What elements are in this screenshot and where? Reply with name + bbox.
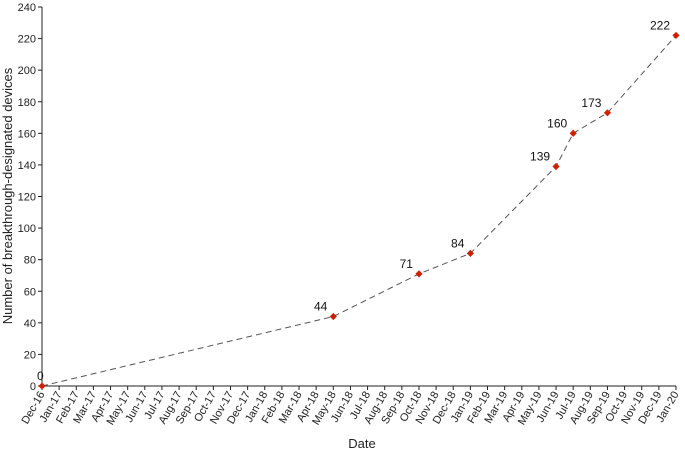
data-label: 173 (581, 96, 601, 110)
data-label: 160 (547, 116, 567, 130)
data-label: 44 (314, 300, 328, 314)
data-label: 139 (530, 149, 550, 163)
data-label: 71 (400, 257, 414, 271)
y-tick-label: 180 (18, 97, 36, 109)
data-point (603, 109, 612, 117)
y-tick-label: 100 (18, 223, 36, 235)
y-tick-label: 40 (24, 318, 36, 330)
y-tick-label: 220 (18, 34, 36, 46)
x-axis: Dec-16Jan-17Feb-17Mar-17Apr-17May-17Jun-… (19, 385, 682, 427)
data-point (466, 249, 474, 257)
data-label: 84 (451, 236, 465, 250)
y-tick-label: 80 (24, 255, 36, 267)
y-tick-label: 240 (18, 2, 36, 14)
data-point (415, 270, 423, 278)
data-label: 222 (650, 18, 670, 32)
data-point (569, 129, 577, 137)
y-tick-label: 20 (24, 349, 36, 361)
y-tick-label: 60 (24, 286, 36, 298)
data-point (38, 382, 46, 390)
data-point (552, 162, 560, 171)
series-path (41, 35, 677, 387)
y-tick-label: 200 (18, 65, 36, 77)
x-axis-title: Date (348, 436, 375, 451)
y-axis-title: Number of breakthrough-designated device… (0, 67, 15, 324)
y-tick-label: 120 (18, 192, 36, 204)
data-label: 0 (37, 369, 44, 383)
series-line: 0 44 71 84 139 160 173 222 (37, 18, 680, 390)
y-tick-label: 0 (30, 381, 36, 393)
y-tick-label: 140 (18, 160, 36, 172)
data-point (329, 312, 337, 321)
data-point (672, 31, 680, 40)
y-tick-label: 160 (18, 128, 36, 140)
